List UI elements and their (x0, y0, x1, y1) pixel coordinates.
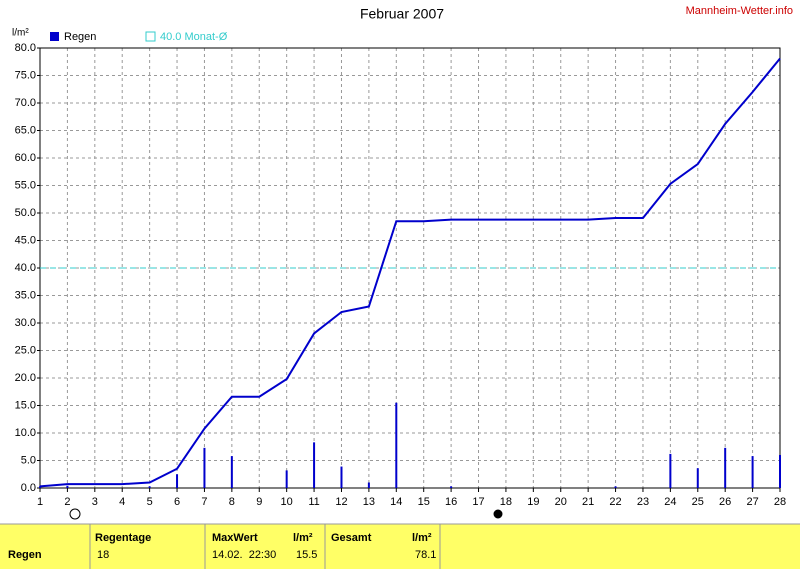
x-tick-label: 12 (335, 496, 347, 508)
moon-new (69, 508, 81, 520)
x-tick-label: 2 (64, 496, 70, 508)
table-cell: 14.02. 22:30 (212, 549, 276, 561)
y-tick-label: 20.0 (15, 372, 36, 384)
legend-swatch (145, 31, 156, 42)
y-tick-label: 60.0 (15, 152, 36, 164)
bar (148, 486, 151, 488)
bar (724, 447, 727, 488)
bar (779, 455, 781, 488)
legend-swatch (50, 32, 59, 41)
table-cell: 18 (97, 549, 109, 561)
legend-label: Regen (64, 31, 96, 43)
y-tick-label: 30.0 (15, 317, 36, 329)
x-tick-label: 1 (37, 496, 43, 508)
bar (176, 474, 179, 488)
bar (696, 468, 699, 488)
y-tick-label: 55.0 (15, 179, 36, 191)
legend-label: 40.0 Monat-Ø (160, 31, 228, 43)
x-tick-label: 28 (774, 496, 786, 508)
table-cell: 15.5 (296, 549, 317, 561)
x-tick-label: 5 (147, 496, 153, 508)
x-tick-label: 3 (92, 496, 98, 508)
x-tick-label: 23 (637, 496, 649, 508)
x-tick-label: 18 (500, 496, 512, 508)
y-tick-label: 70.0 (15, 97, 36, 109)
y-tick-label: 50.0 (15, 207, 36, 219)
x-tick-label: 14 (390, 496, 402, 508)
bar (285, 470, 288, 488)
bar (39, 486, 41, 488)
y-tick-label: 35.0 (15, 289, 36, 301)
x-tick-label: 19 (527, 496, 539, 508)
y-tick-label: 40.0 (15, 262, 36, 274)
y-tick-label: 0.0 (21, 482, 36, 494)
bar (669, 453, 672, 488)
x-tick-label: 16 (445, 496, 457, 508)
x-tick-label: 11 (308, 496, 319, 508)
x-tick-label: 24 (664, 496, 676, 508)
y-tick-label: 15.0 (15, 399, 36, 411)
bar (450, 486, 453, 488)
y-tick-label: 10.0 (15, 427, 36, 439)
bar (230, 456, 233, 488)
x-tick-label: 6 (174, 496, 180, 508)
y-unit: l/m² (12, 28, 29, 39)
x-tick-label: 20 (555, 496, 567, 508)
summary-table (0, 524, 800, 569)
source: Mannheim-Wetter.info (686, 5, 793, 17)
y-tick-label: 75.0 (15, 69, 36, 81)
table-header: l/m² (293, 532, 313, 544)
x-tick-label: 21 (582, 496, 594, 508)
row-label: Regen (8, 549, 42, 561)
y-tick-label: 80.0 (15, 42, 36, 54)
bar (313, 442, 316, 488)
table-header: Gesamt (331, 532, 372, 544)
table-cell: 78.1 (415, 549, 436, 561)
x-tick-label: 26 (719, 496, 731, 508)
y-tick-label: 65.0 (15, 124, 36, 136)
x-tick-label: 27 (746, 496, 758, 508)
x-tick-label: 9 (256, 496, 262, 508)
x-tick-label: 22 (609, 496, 621, 508)
y-tick-label: 5.0 (21, 454, 36, 466)
x-tick-label: 8 (229, 496, 235, 508)
bar (614, 486, 617, 488)
x-tick-label: 15 (418, 496, 430, 508)
bar (340, 466, 343, 488)
y-tick-label: 25.0 (15, 344, 36, 356)
bar (751, 456, 754, 488)
chart-title: Februar 2007 (360, 6, 444, 22)
x-tick-label: 10 (281, 496, 293, 508)
x-tick-label: 25 (692, 496, 704, 508)
table-lines (0, 523, 800, 569)
x-tick-label: 7 (201, 496, 207, 508)
bar (367, 482, 370, 488)
x-tick-label: 13 (363, 496, 375, 508)
table-header: Regentage (95, 532, 151, 544)
table-header: MaxWert (212, 532, 258, 544)
y-tick-label: 45.0 (15, 234, 36, 246)
bar (395, 402, 398, 488)
moon-full (493, 509, 503, 519)
cumulative-line (39, 57, 781, 488)
table-header: l/m² (412, 532, 432, 544)
x-tick-label: 4 (119, 496, 125, 508)
bar (66, 485, 69, 488)
x-tick-label: 17 (472, 496, 484, 508)
bar (203, 447, 206, 488)
